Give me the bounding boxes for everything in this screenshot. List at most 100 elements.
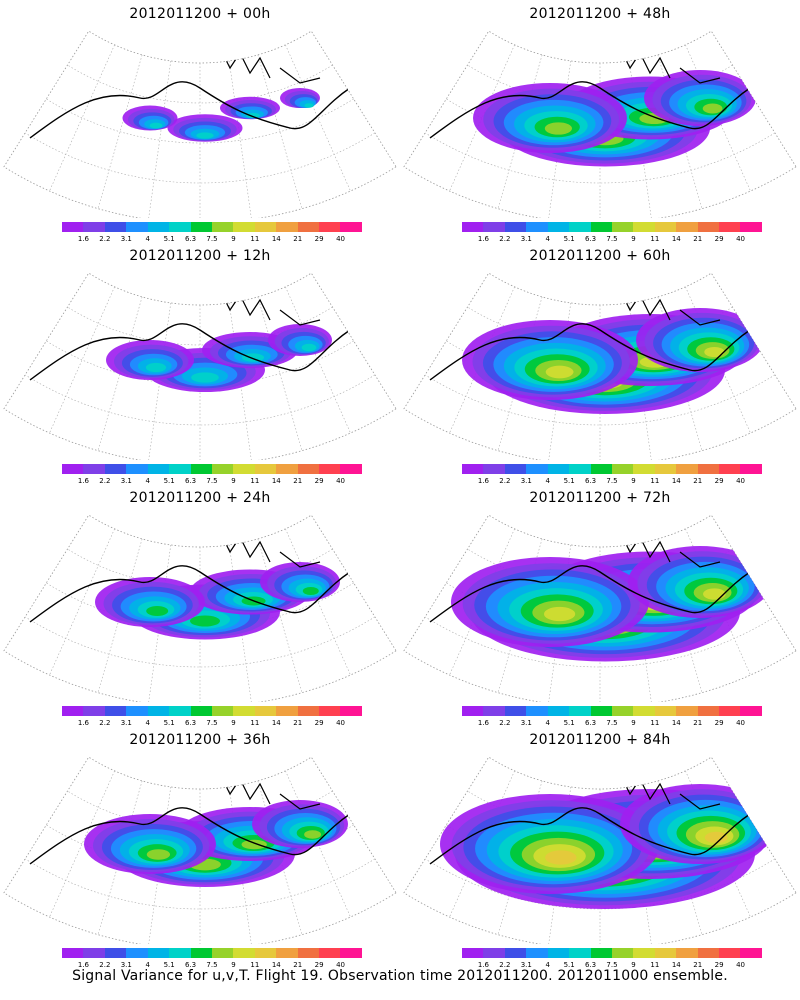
colorbar-swatch: [590, 706, 612, 716]
panel-title: 2012011200 + 60h: [529, 248, 671, 264]
colorbar-swatch: [297, 706, 320, 716]
longitude-line: [257, 54, 303, 209]
colorbar-label: 9: [231, 235, 236, 243]
longitude-line: [257, 538, 303, 693]
colorbar-label: 21: [293, 477, 303, 485]
longitude-line: [49, 770, 115, 918]
colorbar-swatch: [276, 464, 298, 474]
colorbar-swatch: [62, 464, 84, 474]
colorbar-label: 1.6: [477, 719, 489, 727]
colorbar-swatch: [211, 706, 234, 716]
colorbar-label: 2.2: [99, 719, 111, 727]
longitude-line: [548, 544, 572, 702]
colorbar-label: 14: [271, 477, 281, 485]
colorbar-swatch: [297, 464, 320, 474]
colorbar-swatch: [126, 706, 148, 716]
contour-fill: [146, 849, 171, 860]
colorbar-label: 3.1: [120, 477, 132, 485]
colorbar-labels: 1.6 2.2 3.1 4 5.1 6.3 7.5 9 11 14 21 29 40: [462, 961, 762, 971]
panel-title: 2012011200 + 00h: [129, 6, 271, 22]
colorbar-swatch: [504, 222, 527, 232]
colorbar-swatch: [83, 464, 105, 474]
longitude-line: [148, 60, 172, 218]
colorbar-swatch: [504, 464, 527, 474]
longitude-line: [497, 54, 543, 209]
longitude-line: [49, 528, 115, 676]
colorbar-label: 21: [293, 961, 303, 969]
colorbar-label: 1.6: [477, 477, 489, 485]
longitude-line: [285, 286, 351, 434]
colorbar-label: 29: [714, 719, 724, 727]
colorbar-swatch: [340, 464, 362, 474]
coastline: [219, 773, 321, 810]
colorbar-labels: 1.6 2.2 3.1 4 5.1 6.3 7.5 9 11 14 21 29 40: [62, 961, 362, 971]
colorbar: [62, 706, 362, 716]
colorbar-label: 40: [736, 961, 746, 969]
colorbar-label: 4: [545, 235, 550, 243]
longitude-line: [228, 544, 252, 702]
colorbar-swatch: [697, 464, 720, 474]
colorbar-swatch: [104, 948, 127, 958]
colorbar-label: 11: [650, 477, 660, 485]
colorbar-labels: 1.6 2.2 3.1 4 5.1 6.3 7.5 9 11 14 21 29 40: [62, 477, 362, 487]
colorbar-label: 29: [314, 235, 324, 243]
colorbar-swatch: [633, 706, 655, 716]
contour-fill: [196, 132, 214, 139]
colorbar: [462, 222, 762, 232]
map-panel: 2012011200 + 24h 1.6 2.2 3.1 4 5.1 6.3 7.5 9 11 14…: [0, 484, 400, 727]
colorbar-label: 14: [671, 235, 681, 243]
variance-map: [3, 756, 397, 944]
longitude-line: [449, 44, 515, 192]
coastline: [219, 289, 321, 326]
colorbar-label: 11: [250, 235, 260, 243]
panel-title: 2012011200 + 84h: [529, 732, 671, 748]
longitude-line: [97, 780, 143, 935]
colorbar-swatch: [569, 948, 591, 958]
colorbar-label: 14: [671, 961, 681, 969]
colorbar-swatch: [526, 222, 548, 232]
longitude-line: [657, 780, 703, 935]
colorbar-label: 6.3: [584, 719, 597, 727]
longitude-line: [628, 302, 652, 460]
colorbar-swatch: [526, 948, 548, 958]
colorbar-label: 7.5: [206, 477, 218, 485]
colorbar-label: 9: [631, 961, 636, 969]
colorbar: [462, 948, 762, 958]
longitude-line: [685, 44, 751, 192]
colorbar-swatch: [126, 948, 148, 958]
colorbar-label: 3.1: [120, 235, 132, 243]
coastline: [619, 531, 721, 568]
colorbar-label: 1.6: [77, 477, 89, 485]
colorbar-swatch: [569, 464, 591, 474]
colorbar-swatch: [740, 706, 762, 716]
colorbar-swatch: [233, 948, 255, 958]
colorbar-label: 4: [545, 477, 550, 485]
colorbar-swatch: [483, 706, 505, 716]
longitude-line: [97, 296, 143, 451]
colorbar-label: 2.2: [499, 961, 511, 969]
colorbar-swatch: [62, 948, 84, 958]
colorbar-label: 6.3: [184, 719, 197, 727]
contour-fill: [145, 362, 167, 373]
colorbar-swatch: [211, 464, 234, 474]
map-panel: 2012011200 + 48h 1.6 2.2 3.1 4 5.1 6.3 7.5 9 11 14…: [400, 0, 800, 243]
colorbar-label: 7.5: [606, 477, 618, 485]
colorbar-swatch: [719, 464, 741, 474]
coastline: [619, 47, 721, 84]
colorbar-label: 21: [693, 961, 703, 969]
colorbar-swatch: [547, 948, 570, 958]
colorbar-label: 2.2: [499, 719, 511, 727]
contour-fill: [543, 606, 576, 622]
contour-fill: [149, 122, 163, 129]
colorbar-swatch: [83, 706, 105, 716]
colorbar-swatch: [590, 222, 612, 232]
colorbar-label: 3.1: [520, 235, 532, 243]
colorbar-label: 4: [145, 719, 150, 727]
longitude-line: [657, 54, 703, 209]
colorbar-label: 1.6: [77, 235, 89, 243]
colorbar-label: 2.2: [499, 235, 511, 243]
colorbar-label: 4: [545, 961, 550, 969]
colorbar-swatch: [233, 464, 255, 474]
colorbar-swatch: [319, 464, 341, 474]
longitude-line: [148, 544, 172, 702]
